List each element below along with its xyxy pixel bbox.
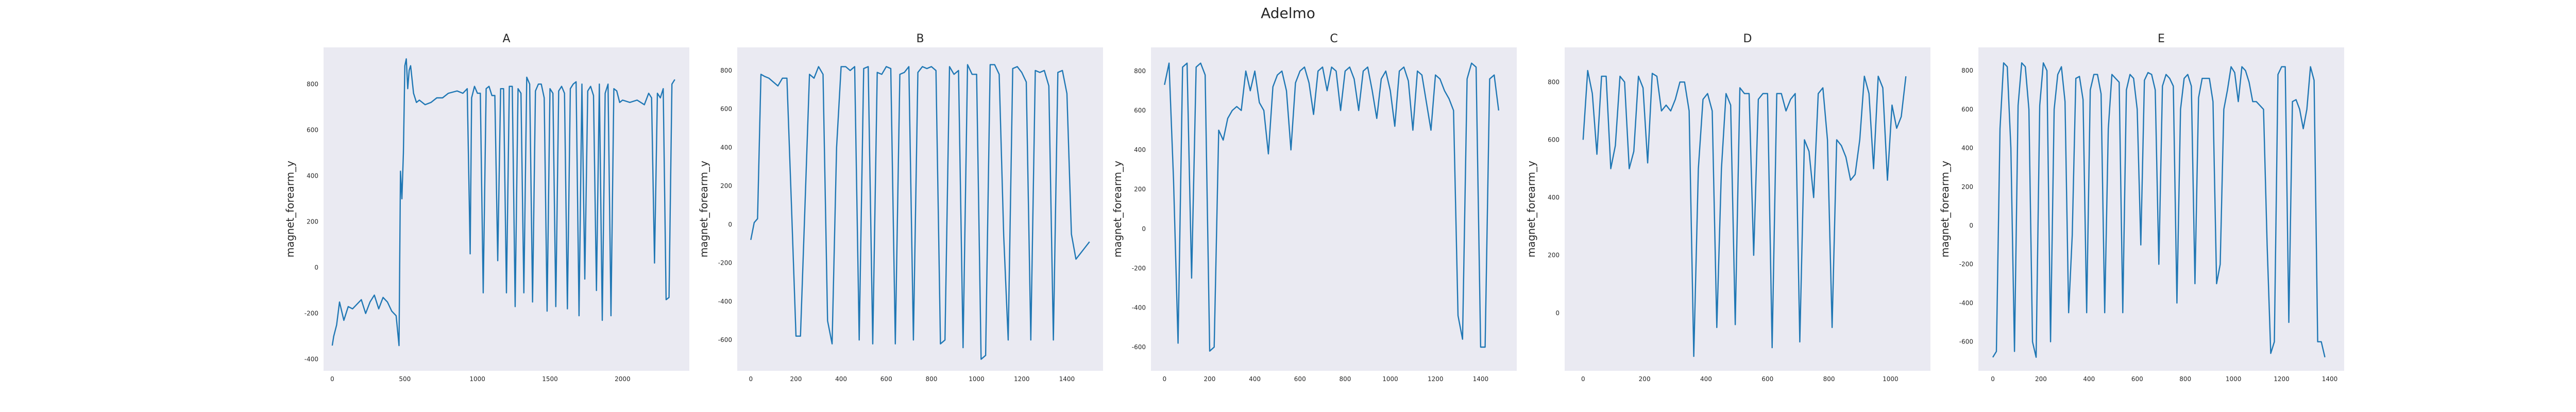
series-line-e <box>1992 62 2326 358</box>
y-tick-label: -400 <box>1959 299 1973 306</box>
x-tick-label: 1500 <box>542 375 558 383</box>
y-axis-label-e: magnet_forearm_y <box>1939 161 1951 258</box>
x-tick-label: 800 <box>925 375 937 383</box>
y-tick-label: -600 <box>718 336 732 344</box>
y-axis-label-d: magnet_forearm_y <box>1525 161 1537 258</box>
subplot-a: A 0 500 1000 1500 2000 -400 -200 0 200 400 600 800 ma… <box>284 32 689 383</box>
subplot-title-b: B <box>916 32 924 45</box>
y-tick-label: 0 <box>728 221 732 228</box>
y-tick-label: 0 <box>314 264 318 271</box>
y-tick-label: -200 <box>1959 261 1973 268</box>
y-tick-label: 600 <box>720 106 732 113</box>
y-axis-label-a: magnet_forearm_y <box>284 161 296 258</box>
y-axis-label-b: magnet_forearm_y <box>698 161 710 258</box>
y-tick-label: -400 <box>304 356 318 363</box>
x-tick-label: 1000 <box>2226 375 2242 383</box>
series-line-c <box>1164 62 1500 352</box>
y-tick-label: 800 <box>307 80 318 88</box>
plot-area-b <box>737 47 1103 371</box>
x-tick-label: 600 <box>1294 375 1306 383</box>
x-tick-label: 600 <box>2131 375 2143 383</box>
x-tick-label: 200 <box>1639 375 1651 383</box>
series-line-a <box>331 58 675 347</box>
figure-title: Adelmo <box>1261 5 1315 22</box>
y-tick-label: 400 <box>1961 145 1973 152</box>
x-tick-label: 400 <box>835 375 847 383</box>
subplot-b: B 0 200 400 600 800 1000 1200 1400 -600 -400 -200 0 2… <box>698 32 1103 383</box>
x-tick-label: 1400 <box>1473 375 1489 383</box>
x-tick-label: 1200 <box>1014 375 1030 383</box>
subplot-c: C 0 200 400 600 800 1000 1200 1400 -600 -400 -200 0 2… <box>1111 32 1517 383</box>
x-tick-label: 1000 <box>1883 375 1899 383</box>
x-tick-label: 1200 <box>2274 375 2290 383</box>
x-tick-label: 0 <box>1991 375 1995 383</box>
y-tick-label: -400 <box>1132 304 1146 311</box>
y-tick-label: -600 <box>1132 344 1146 351</box>
x-tick-label: 400 <box>1249 375 1261 383</box>
y-tick-label: 0 <box>1142 225 1146 232</box>
x-tick-label: 800 <box>2179 375 2191 383</box>
y-tick-label: -200 <box>304 310 318 317</box>
x-tick-label: 2000 <box>615 375 631 383</box>
y-tick-label: 800 <box>1961 67 1973 74</box>
plot-area-a <box>324 47 689 371</box>
y-tick-label: 600 <box>1548 136 1560 143</box>
x-tick-label: 800 <box>1339 375 1351 383</box>
x-tick-label: 0 <box>1162 375 1166 383</box>
subplot-e: E 0 200 400 600 800 1000 1200 1400 -600 -400 -200 0 2… <box>1939 32 2344 383</box>
y-tick-label: -200 <box>718 260 732 267</box>
x-tick-label: 1000 <box>1382 375 1398 383</box>
x-tick-label: 600 <box>880 375 892 383</box>
x-tick-label: 200 <box>2035 375 2047 383</box>
subplot-title-c: C <box>1330 32 1337 45</box>
subplots: A0 500 1000 1500 2000-400-2000200400600800ma… <box>284 32 2344 383</box>
series-line-d <box>1582 70 1907 357</box>
y-axis-label-c: magnet_forearm_y <box>1111 161 1124 258</box>
series-line-b <box>750 64 1090 360</box>
x-tick-label: 1200 <box>1428 375 1444 383</box>
x-tick-label: 600 <box>1761 375 1773 383</box>
y-tick-label: 0 <box>1969 222 1973 229</box>
y-tick-label: 400 <box>307 172 318 179</box>
x-tick-label: 1000 <box>969 375 985 383</box>
subplot-title-e: E <box>2158 32 2165 45</box>
y-tick-label: 0 <box>1555 310 1560 317</box>
x-tick-label: 200 <box>790 375 802 383</box>
y-tick-label: 400 <box>1134 146 1146 153</box>
y-tick-label: 400 <box>720 144 732 151</box>
y-tick-label: -400 <box>718 298 732 305</box>
y-tick-label: 200 <box>1961 183 1973 191</box>
plot-area-d <box>1565 47 1930 371</box>
x-tick-label: 1000 <box>469 375 485 383</box>
x-tick-label: 800 <box>1823 375 1835 383</box>
y-tick-label: 400 <box>1548 194 1560 201</box>
y-tick-label: 200 <box>720 182 732 190</box>
subplot-d: D 0 200 400 600 800 1000 0 200 400 600 800 magnet_fo… <box>1525 32 1930 383</box>
y-tick-label: 200 <box>1134 186 1146 193</box>
x-tick-label: 400 <box>2083 375 2095 383</box>
y-tick-label: -200 <box>1132 265 1146 272</box>
x-tick-label: 0 <box>330 375 334 383</box>
x-tick-label: 1400 <box>2322 375 2338 383</box>
x-tick-label: 1400 <box>1059 375 1075 383</box>
y-tick-label: 200 <box>307 218 318 225</box>
y-tick-label: 200 <box>1548 252 1560 259</box>
x-tick-label: 0 <box>749 375 753 383</box>
subplot-title-d: D <box>1743 32 1752 45</box>
plot-area-e <box>1978 47 2344 371</box>
x-tick-label: 0 <box>1581 375 1585 383</box>
y-tick-label: 800 <box>1548 78 1560 85</box>
y-tick-label: 600 <box>307 126 318 133</box>
x-tick-label: 400 <box>1700 375 1712 383</box>
y-tick-label: -600 <box>1959 338 1973 346</box>
y-tick-label: 800 <box>720 67 732 74</box>
y-tick-label: 600 <box>1961 106 1973 113</box>
x-tick-label: 200 <box>1204 375 1215 383</box>
subplot-title-a: A <box>502 32 510 45</box>
x-tick-label: 500 <box>399 375 411 383</box>
y-tick-label: 800 <box>1134 67 1146 75</box>
y-tick-label: 600 <box>1134 107 1146 114</box>
